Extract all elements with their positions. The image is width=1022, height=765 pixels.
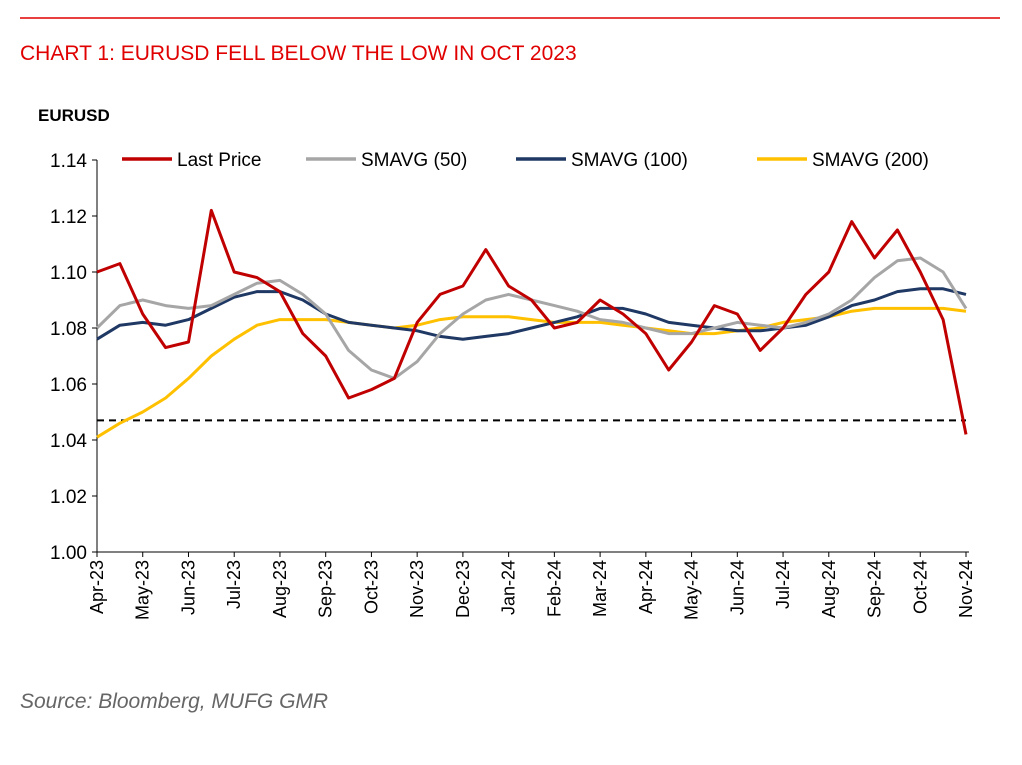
series-line <box>96 287 967 341</box>
legend-label: Last Price <box>177 150 261 171</box>
x-tick-label: Jan-24 <box>499 560 519 615</box>
x-tick-label: Dec-23 <box>453 560 473 618</box>
x-tick-label: Aug-24 <box>819 560 839 618</box>
legend-label: SMAVG (50) <box>361 150 467 171</box>
x-tick-label: Jul-24 <box>773 560 793 609</box>
x-tick-label: Jun-23 <box>178 560 198 615</box>
x-tick-label: May-23 <box>133 560 153 620</box>
y-tick-label: 1.00 <box>50 543 87 564</box>
x-tick-label: Nov-24 <box>956 560 976 618</box>
x-tick-label: Sep-24 <box>865 560 885 618</box>
x-tick-label: Apr-24 <box>636 560 656 614</box>
y-tick-label: 1.08 <box>50 319 87 340</box>
x-tick-label: Mar-24 <box>590 560 610 617</box>
x-tick-label: Nov-23 <box>407 560 427 618</box>
y-tick-label: 1.06 <box>50 375 87 396</box>
y-tick-label: 1.14 <box>50 151 87 172</box>
y-tick-label: 1.10 <box>50 263 87 284</box>
series-line <box>96 208 968 435</box>
x-tick-label: Oct-23 <box>361 560 381 614</box>
legend-label: SMAVG (100) <box>571 150 688 171</box>
y-tick-label: 1.02 <box>50 487 87 508</box>
x-tick-label: Jul-23 <box>224 560 244 609</box>
x-tick-label: Apr-23 <box>87 560 107 614</box>
source: Source: Bloomberg, MUFG GMR <box>20 690 328 713</box>
y-tick-label: 1.12 <box>50 207 87 228</box>
y-tick-label: 1.04 <box>50 431 87 452</box>
y-axis-label: EURUSD <box>38 106 110 125</box>
x-tick-label: May-24 <box>682 560 702 620</box>
x-tick-label: Oct-24 <box>910 560 930 614</box>
legend-label: SMAVG (200) <box>812 150 929 171</box>
x-tick-label: Jun-24 <box>727 560 747 615</box>
x-tick-label: Aug-23 <box>270 560 290 618</box>
x-tick-label: Feb-24 <box>544 560 564 617</box>
x-tick-label: Sep-23 <box>316 560 336 618</box>
chart-title: CHART 1: EURUSD FELL BELOW THE LOW IN OC… <box>20 42 577 65</box>
